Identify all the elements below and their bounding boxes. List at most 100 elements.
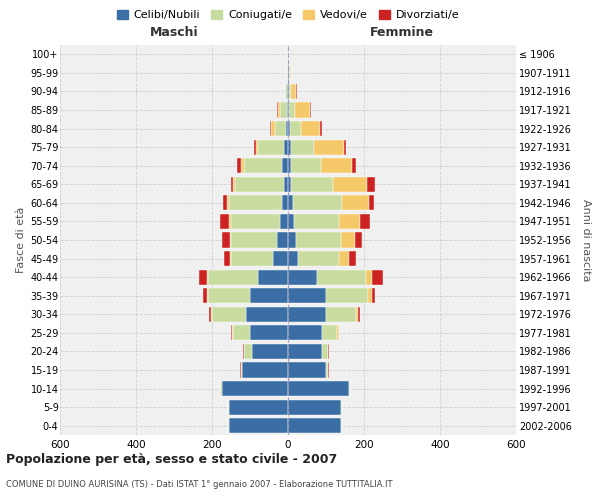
Bar bbox=[344, 140, 346, 155]
Bar bbox=[250, 288, 288, 304]
Bar bbox=[242, 362, 288, 378]
Bar bbox=[283, 158, 288, 174]
Bar bbox=[368, 195, 374, 210]
Bar bbox=[208, 288, 250, 304]
Bar bbox=[250, 325, 288, 340]
Bar bbox=[326, 362, 328, 378]
Bar bbox=[358, 306, 360, 322]
Text: Femmine: Femmine bbox=[370, 26, 434, 40]
Bar bbox=[291, 176, 333, 192]
Bar bbox=[341, 418, 342, 434]
Bar bbox=[288, 251, 298, 266]
Bar bbox=[293, 195, 342, 210]
Bar bbox=[288, 158, 291, 174]
Bar bbox=[254, 140, 256, 155]
Bar bbox=[280, 214, 288, 229]
Bar bbox=[221, 381, 288, 396]
Bar bbox=[203, 288, 207, 304]
Bar bbox=[241, 362, 242, 378]
Bar bbox=[286, 121, 288, 136]
Bar bbox=[283, 195, 288, 210]
Legend: Celibi/Nubili, Coniugati/e, Vedovi/e, Divorziati/e: Celibi/Nubili, Coniugati/e, Vedovi/e, Di… bbox=[112, 6, 464, 25]
Bar bbox=[367, 176, 374, 192]
Bar bbox=[349, 381, 350, 396]
Bar bbox=[341, 400, 342, 415]
Bar bbox=[326, 306, 356, 322]
Bar bbox=[288, 270, 317, 285]
Bar bbox=[288, 362, 326, 378]
Bar bbox=[322, 325, 337, 340]
Bar bbox=[341, 232, 355, 248]
Bar bbox=[230, 232, 231, 248]
Bar bbox=[288, 214, 294, 229]
Bar bbox=[322, 158, 352, 174]
Bar bbox=[291, 140, 314, 155]
Bar bbox=[290, 121, 301, 136]
Bar bbox=[296, 84, 297, 99]
Bar bbox=[288, 65, 289, 80]
Bar bbox=[340, 214, 360, 229]
Bar bbox=[270, 121, 271, 136]
Bar bbox=[280, 102, 287, 118]
Bar bbox=[298, 251, 340, 266]
Bar bbox=[294, 214, 340, 229]
Bar bbox=[371, 270, 383, 285]
Bar bbox=[241, 158, 244, 174]
Bar bbox=[212, 306, 246, 322]
Bar bbox=[337, 325, 338, 340]
Bar bbox=[289, 102, 295, 118]
Bar bbox=[238, 158, 241, 174]
Bar bbox=[257, 270, 288, 285]
Text: COMUNE DI DUINO AURISINA (TS) - Dati ISTAT 1° gennaio 2007 - Elaborazione TUTTIT: COMUNE DI DUINO AURISINA (TS) - Dati IST… bbox=[6, 480, 392, 489]
Bar bbox=[290, 65, 292, 80]
Bar bbox=[289, 65, 290, 80]
Bar bbox=[295, 102, 310, 118]
Bar bbox=[232, 325, 233, 340]
Bar bbox=[252, 344, 288, 359]
Bar bbox=[231, 251, 273, 266]
Bar bbox=[275, 121, 286, 136]
Bar bbox=[230, 251, 231, 266]
Bar bbox=[301, 121, 320, 136]
Bar bbox=[199, 270, 207, 285]
Bar bbox=[288, 176, 291, 192]
Bar bbox=[243, 344, 244, 359]
Bar bbox=[233, 176, 235, 192]
Bar bbox=[333, 176, 367, 192]
Bar bbox=[349, 251, 356, 266]
Bar bbox=[288, 102, 289, 118]
Bar bbox=[286, 84, 287, 99]
Bar bbox=[207, 270, 208, 285]
Bar bbox=[229, 214, 231, 229]
Bar bbox=[288, 400, 341, 415]
Bar bbox=[288, 232, 296, 248]
Bar bbox=[328, 344, 329, 359]
Bar bbox=[288, 195, 293, 210]
Bar bbox=[322, 344, 328, 359]
Bar bbox=[284, 84, 286, 99]
Bar bbox=[244, 344, 252, 359]
Bar bbox=[257, 140, 284, 155]
Bar bbox=[287, 102, 288, 118]
Bar bbox=[291, 158, 322, 174]
Bar bbox=[278, 102, 280, 118]
Bar bbox=[371, 288, 376, 304]
Y-axis label: Anni di nascita: Anni di nascita bbox=[581, 198, 591, 281]
Bar bbox=[288, 381, 349, 396]
Bar bbox=[220, 214, 229, 229]
Bar bbox=[340, 251, 349, 266]
Bar bbox=[290, 84, 296, 99]
Bar bbox=[360, 214, 370, 229]
Bar bbox=[288, 418, 341, 434]
Bar bbox=[317, 270, 366, 285]
Bar bbox=[207, 288, 208, 304]
Bar bbox=[289, 84, 290, 99]
Bar bbox=[338, 325, 340, 340]
Bar bbox=[277, 102, 278, 118]
Y-axis label: Fasce di età: Fasce di età bbox=[16, 207, 26, 273]
Bar bbox=[211, 306, 212, 322]
Bar bbox=[271, 121, 275, 136]
Bar bbox=[288, 121, 290, 136]
Bar bbox=[284, 176, 288, 192]
Bar bbox=[233, 325, 250, 340]
